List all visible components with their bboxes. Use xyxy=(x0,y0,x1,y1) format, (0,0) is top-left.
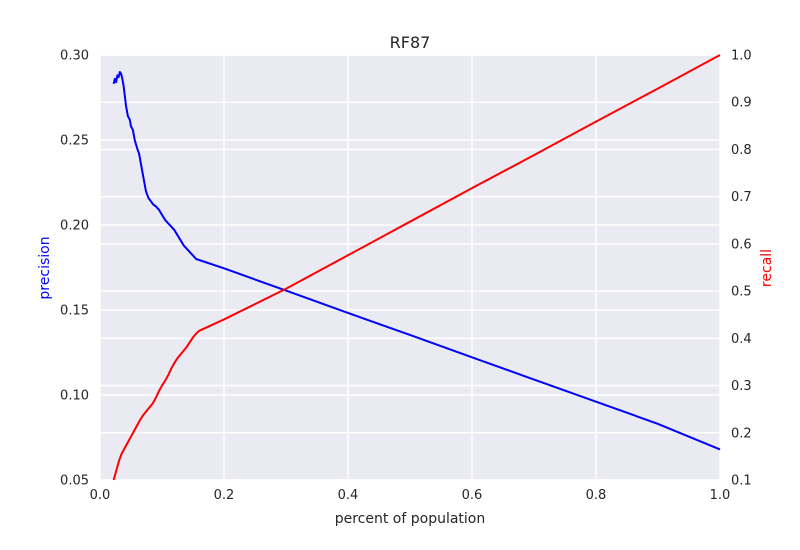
series-layer xyxy=(112,54,721,481)
y-right-tick-label: 0.1 xyxy=(731,474,752,489)
y-right-tick-label: 0.7 xyxy=(731,190,752,205)
y-axis-label-left: precision xyxy=(37,236,53,299)
y-right-tick-label: 0.8 xyxy=(731,143,752,158)
grid-lines xyxy=(99,54,721,481)
x-tick-label: 0.0 xyxy=(90,488,111,503)
y-left-tick-label: 0.15 xyxy=(60,304,89,319)
y-right-tick-label: 0.6 xyxy=(731,237,752,252)
x-axis-label: percent of population xyxy=(335,511,486,527)
y-left-tick-label: 0.25 xyxy=(60,134,89,149)
y-axis-label-right: recall xyxy=(759,249,775,287)
x-tick-label: 0.8 xyxy=(586,488,607,503)
y-right-tick-label: 0.2 xyxy=(731,426,752,441)
y-left-tick-label: 0.20 xyxy=(60,219,89,234)
x-tick-label: 1.0 xyxy=(710,488,731,503)
y-left-tick-label: 0.30 xyxy=(60,49,89,64)
x-tick-label: 0.6 xyxy=(462,488,483,503)
x-tick-label: 0.2 xyxy=(214,488,235,503)
plot-background xyxy=(100,55,720,480)
y-left-tick-label: 0.05 xyxy=(60,474,89,489)
y-right-tick-label: 0.3 xyxy=(731,379,752,394)
y-right-tick-label: 1.0 xyxy=(731,49,752,64)
y-left-tick-label: 0.10 xyxy=(60,389,89,404)
precision-series-line xyxy=(112,71,721,451)
y-right-tick-label: 0.9 xyxy=(731,96,752,111)
chart-title: RF87 xyxy=(390,33,431,52)
x-tick-label: 0.4 xyxy=(338,488,359,503)
y-right-tick-label: 0.5 xyxy=(731,285,752,300)
y-right-tick-label: 0.4 xyxy=(731,332,752,347)
tick-labels: 0.0 0.2 0.4 0.6 0.8 1.0 0.05 0.10 0.15 0.20 0.25 0.… xyxy=(60,49,752,504)
recall-series-line xyxy=(112,54,721,481)
